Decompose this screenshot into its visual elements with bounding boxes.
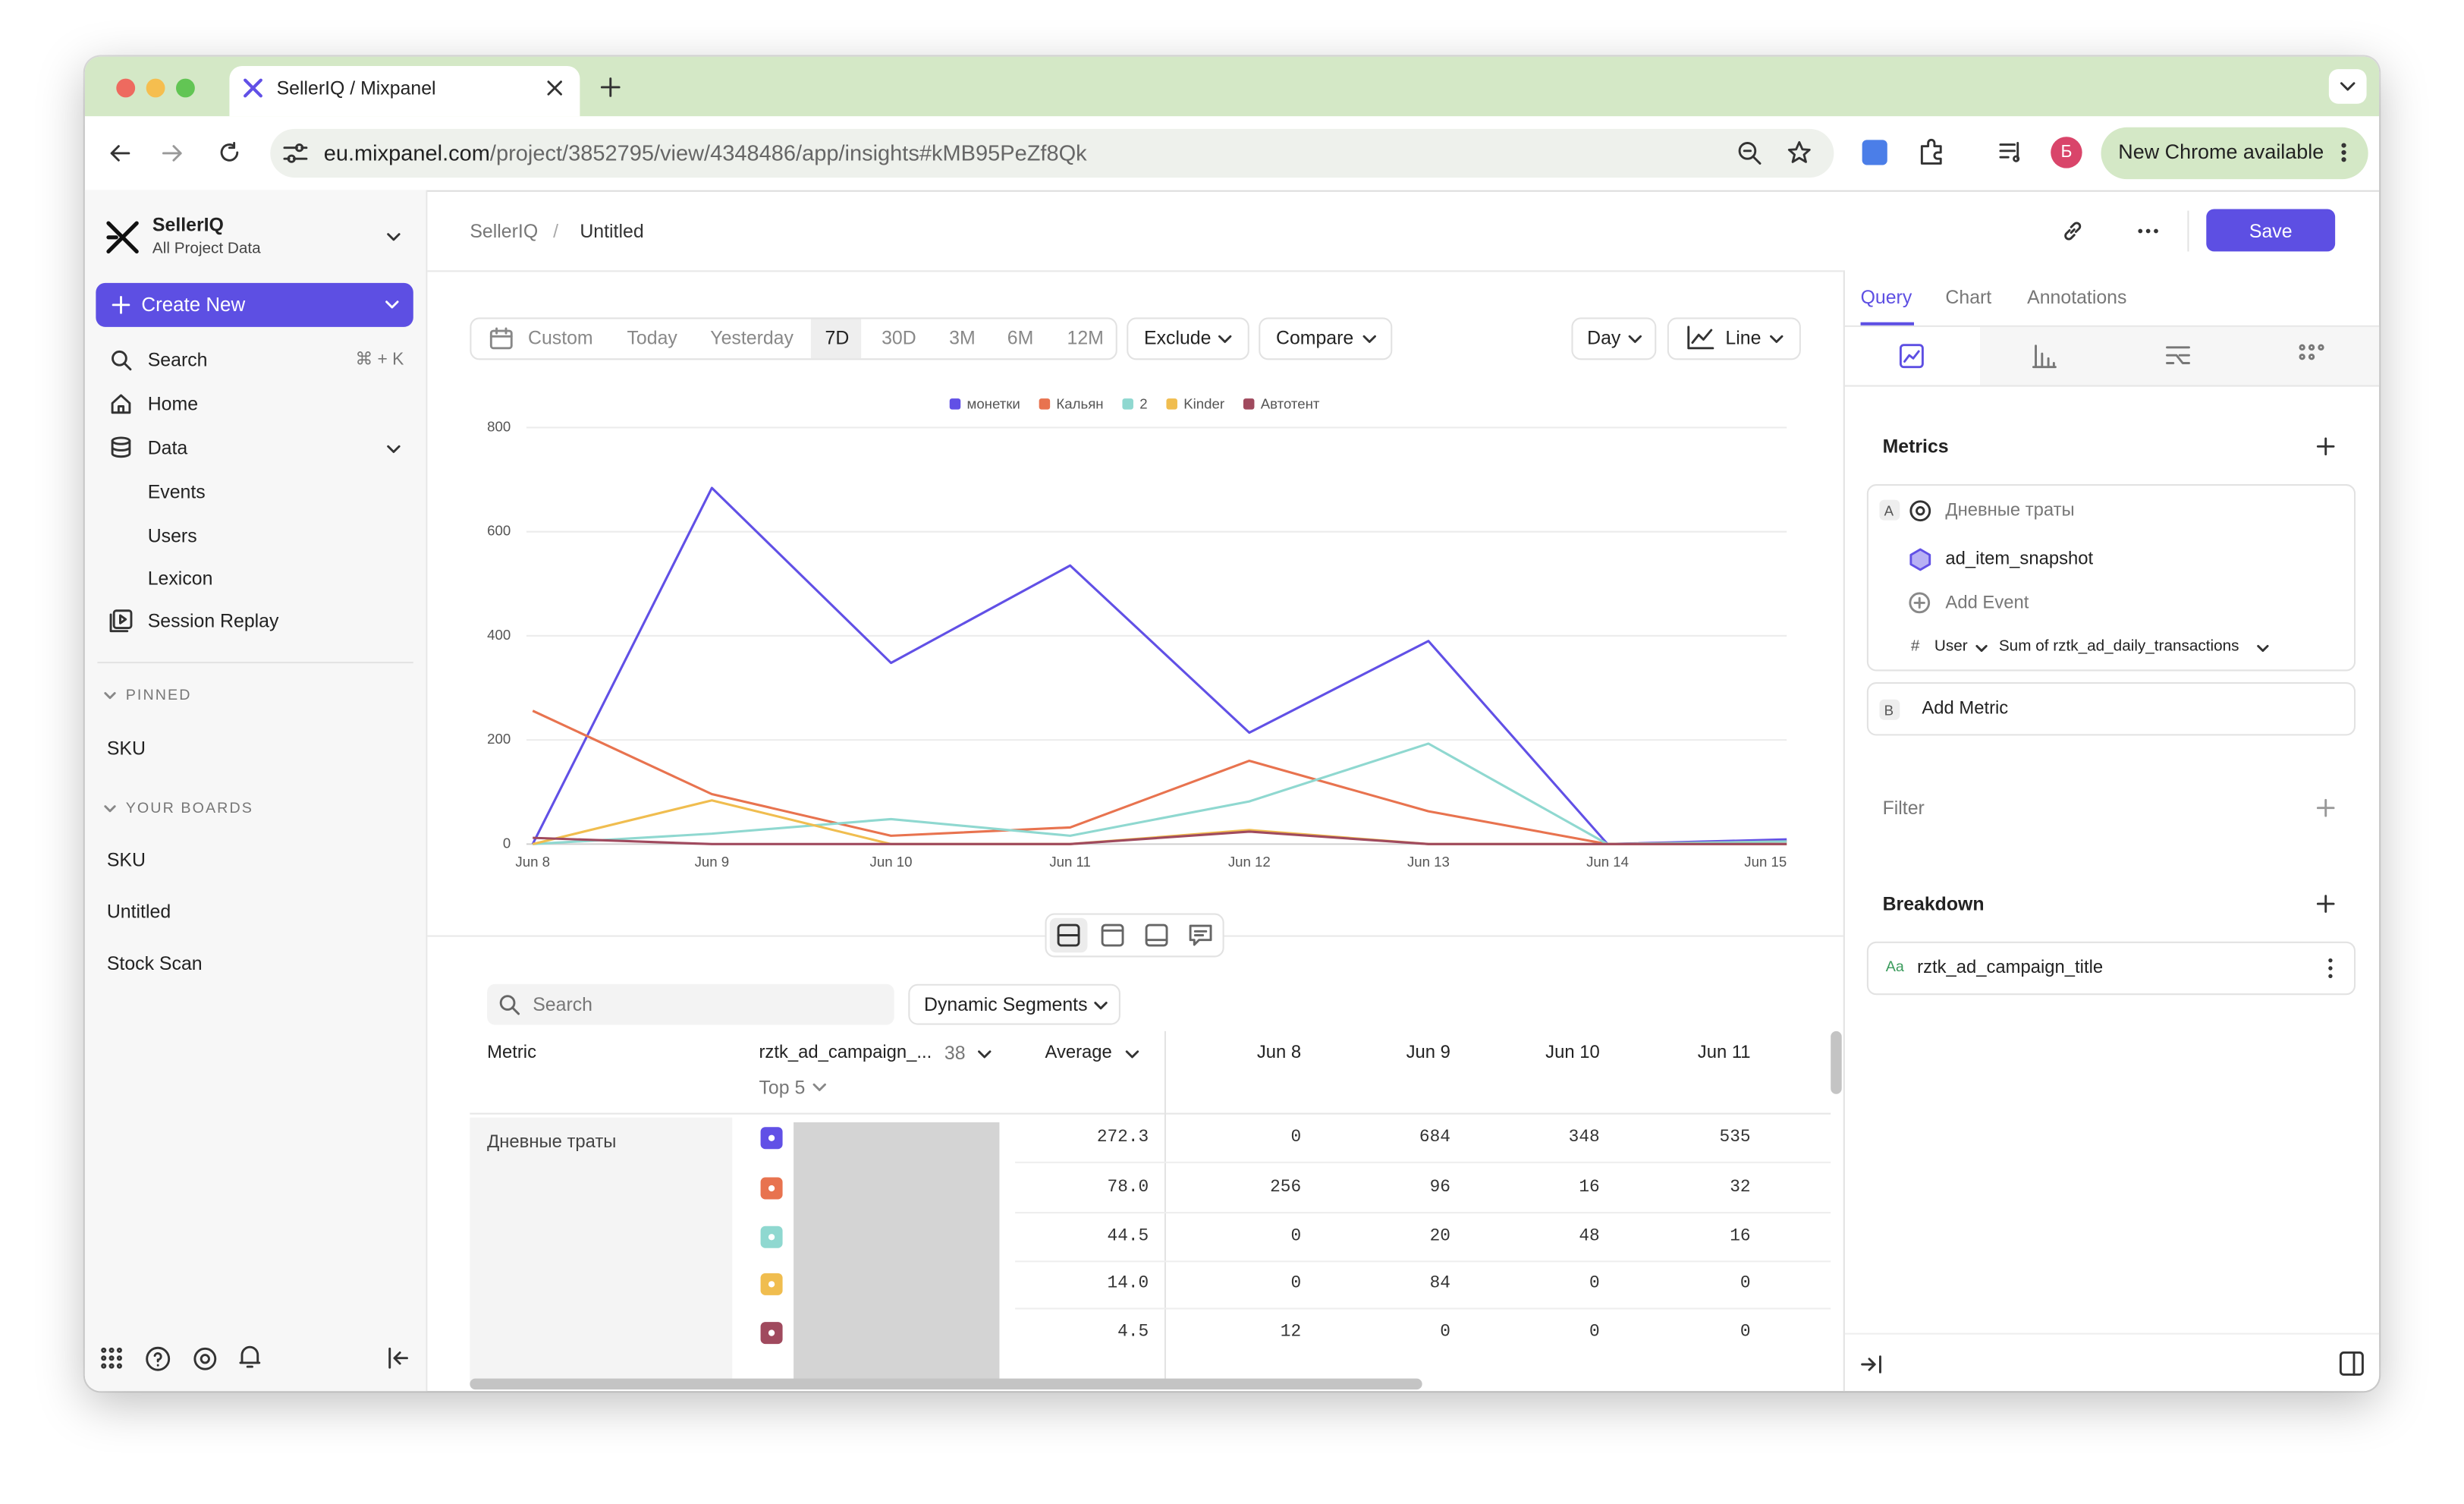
icon-shape [1743,149,1762,165]
update-button[interactable] [2101,127,2368,180]
icon-shape [600,77,621,97]
icon-shape [1787,141,1811,163]
icon-shape [2013,155,2020,162]
address-bar[interactable] [270,128,1834,178]
tab-search[interactable] [2328,69,2367,104]
minimize-window[interactable] [146,78,165,98]
browser-window: SellerIQ / Mixpanel eu.mixpanel.com/proj… [84,56,2380,1392]
url-host: eu.mixpanel.com [323,140,490,165]
tab-title: SellerIQ / Mixpanel [276,77,436,99]
media-control[interactable] [1999,142,2022,162]
icon-shape [2341,143,2346,148]
icon-shape [547,80,562,96]
url-path: /project/3852795/view/4348486/app/insigh… [489,140,1087,165]
icon-shape [110,145,130,162]
icon-shape [295,143,304,153]
profile-initial: Б [2060,143,2073,162]
forward-button[interactable] [162,145,182,162]
bookmark-star[interactable] [1787,141,1811,163]
browser-tab[interactable] [229,66,580,117]
browser-menu[interactable] [2341,143,2346,162]
icon-shape [1920,138,1942,165]
site-info[interactable] [283,143,308,164]
reload-button[interactable] [220,142,239,162]
zoom-icon[interactable] [1738,141,1762,165]
url: eu.mixpanel.com/project/3852795/view/434… [324,140,1087,165]
maximize-window[interactable] [176,78,195,98]
update-label: New Chrome available [2118,140,2324,164]
translate-extension[interactable] [1862,140,1887,165]
tab-close[interactable] [547,80,562,96]
icon-shape [2341,157,2346,162]
icon-shape [287,154,296,163]
tab-search-icon [2340,82,2356,91]
tab-favicon [244,78,262,98]
icon-shape [1999,142,2019,160]
icon-shape [220,142,239,162]
icon-shape [1738,142,1757,160]
back-button[interactable] [110,145,130,162]
extensions[interactable] [1919,138,1944,165]
icon-shape [162,145,182,162]
icon-shape [2341,149,2346,156]
profile-avatar[interactable] [2051,137,2082,168]
icon-shape [244,78,262,98]
new-tab[interactable] [600,77,621,97]
icon-shape [283,146,308,160]
close-window[interactable] [116,78,136,98]
icon-shape [2340,82,2356,91]
